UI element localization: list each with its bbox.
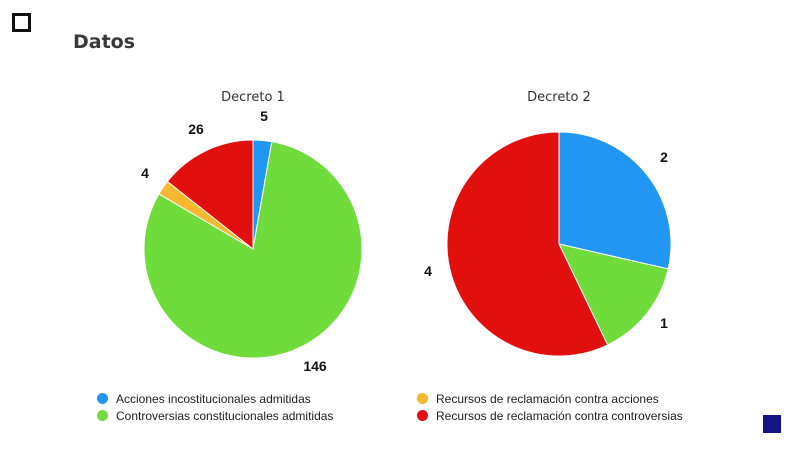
legend-left: Acciones incostitucionales admitidas Con… [97, 390, 333, 424]
pie-slice [143, 141, 363, 359]
pie-slice [446, 131, 609, 357]
pie-slice [558, 131, 672, 270]
data-label: 26 [188, 121, 204, 137]
legend-item: Acciones incostitucionales admitidas [97, 390, 333, 407]
legend-swatch [97, 410, 108, 421]
legend-item: Recursos de reclamación contra controver… [417, 407, 683, 424]
data-label: 2 [660, 149, 668, 165]
legend-item: Controversias constitucionales admitidas [97, 407, 333, 424]
legend-label: Acciones incostitucionales admitidas [116, 391, 311, 406]
legend-label: Recursos de reclamación contra acciones [436, 391, 659, 406]
pie-slice [558, 243, 669, 346]
legend-swatch [417, 393, 428, 404]
data-label: 1 [660, 315, 668, 331]
page-title: Datos [73, 31, 136, 53]
pie-slice [166, 139, 254, 251]
chart-title: Decreto 2 [527, 90, 591, 105]
data-label: 4 [141, 165, 149, 181]
data-label: 146 [303, 358, 327, 374]
next-slide-button[interactable] [763, 415, 781, 433]
legend-label: Controversias constitucionales admitidas [116, 408, 334, 423]
legend-item: Recursos de reclamación contra acciones [417, 390, 683, 407]
corner-square-icon [12, 13, 31, 32]
legend-right: Recursos de reclamación contra acciones … [417, 390, 683, 424]
data-label: 4 [424, 263, 432, 279]
legend-label: Recursos de reclamación contra controver… [436, 408, 683, 423]
chart-title: Decreto 1 [221, 90, 285, 105]
legend-swatch [97, 393, 108, 404]
data-label: 5 [260, 108, 268, 124]
legend-swatch [417, 410, 428, 421]
